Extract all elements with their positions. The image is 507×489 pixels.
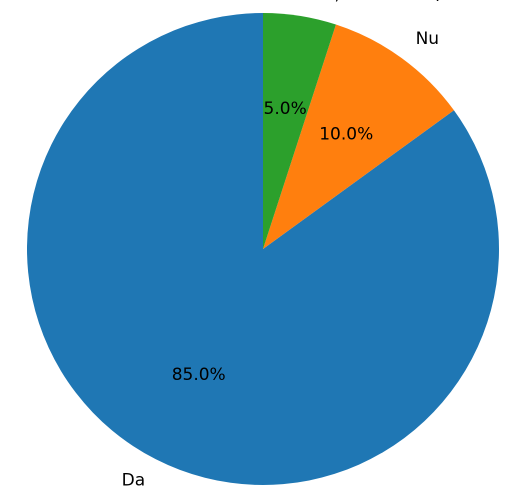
slice-category-label-2: Nu știu / Nu răspund bbox=[304, 0, 479, 3]
pie-slice-1 bbox=[263, 24, 454, 249]
slice-percent-label-1: 10.0% bbox=[319, 124, 373, 144]
pie-slice-0 bbox=[27, 13, 500, 486]
pie-slice-2 bbox=[263, 13, 336, 249]
slice-category-label-1: Nu bbox=[416, 29, 440, 49]
slice-category-label-0: Da bbox=[122, 470, 146, 489]
slice-percent-label-0: 85.0% bbox=[172, 365, 226, 385]
slice-percent-label-2: 5.0% bbox=[264, 99, 307, 119]
